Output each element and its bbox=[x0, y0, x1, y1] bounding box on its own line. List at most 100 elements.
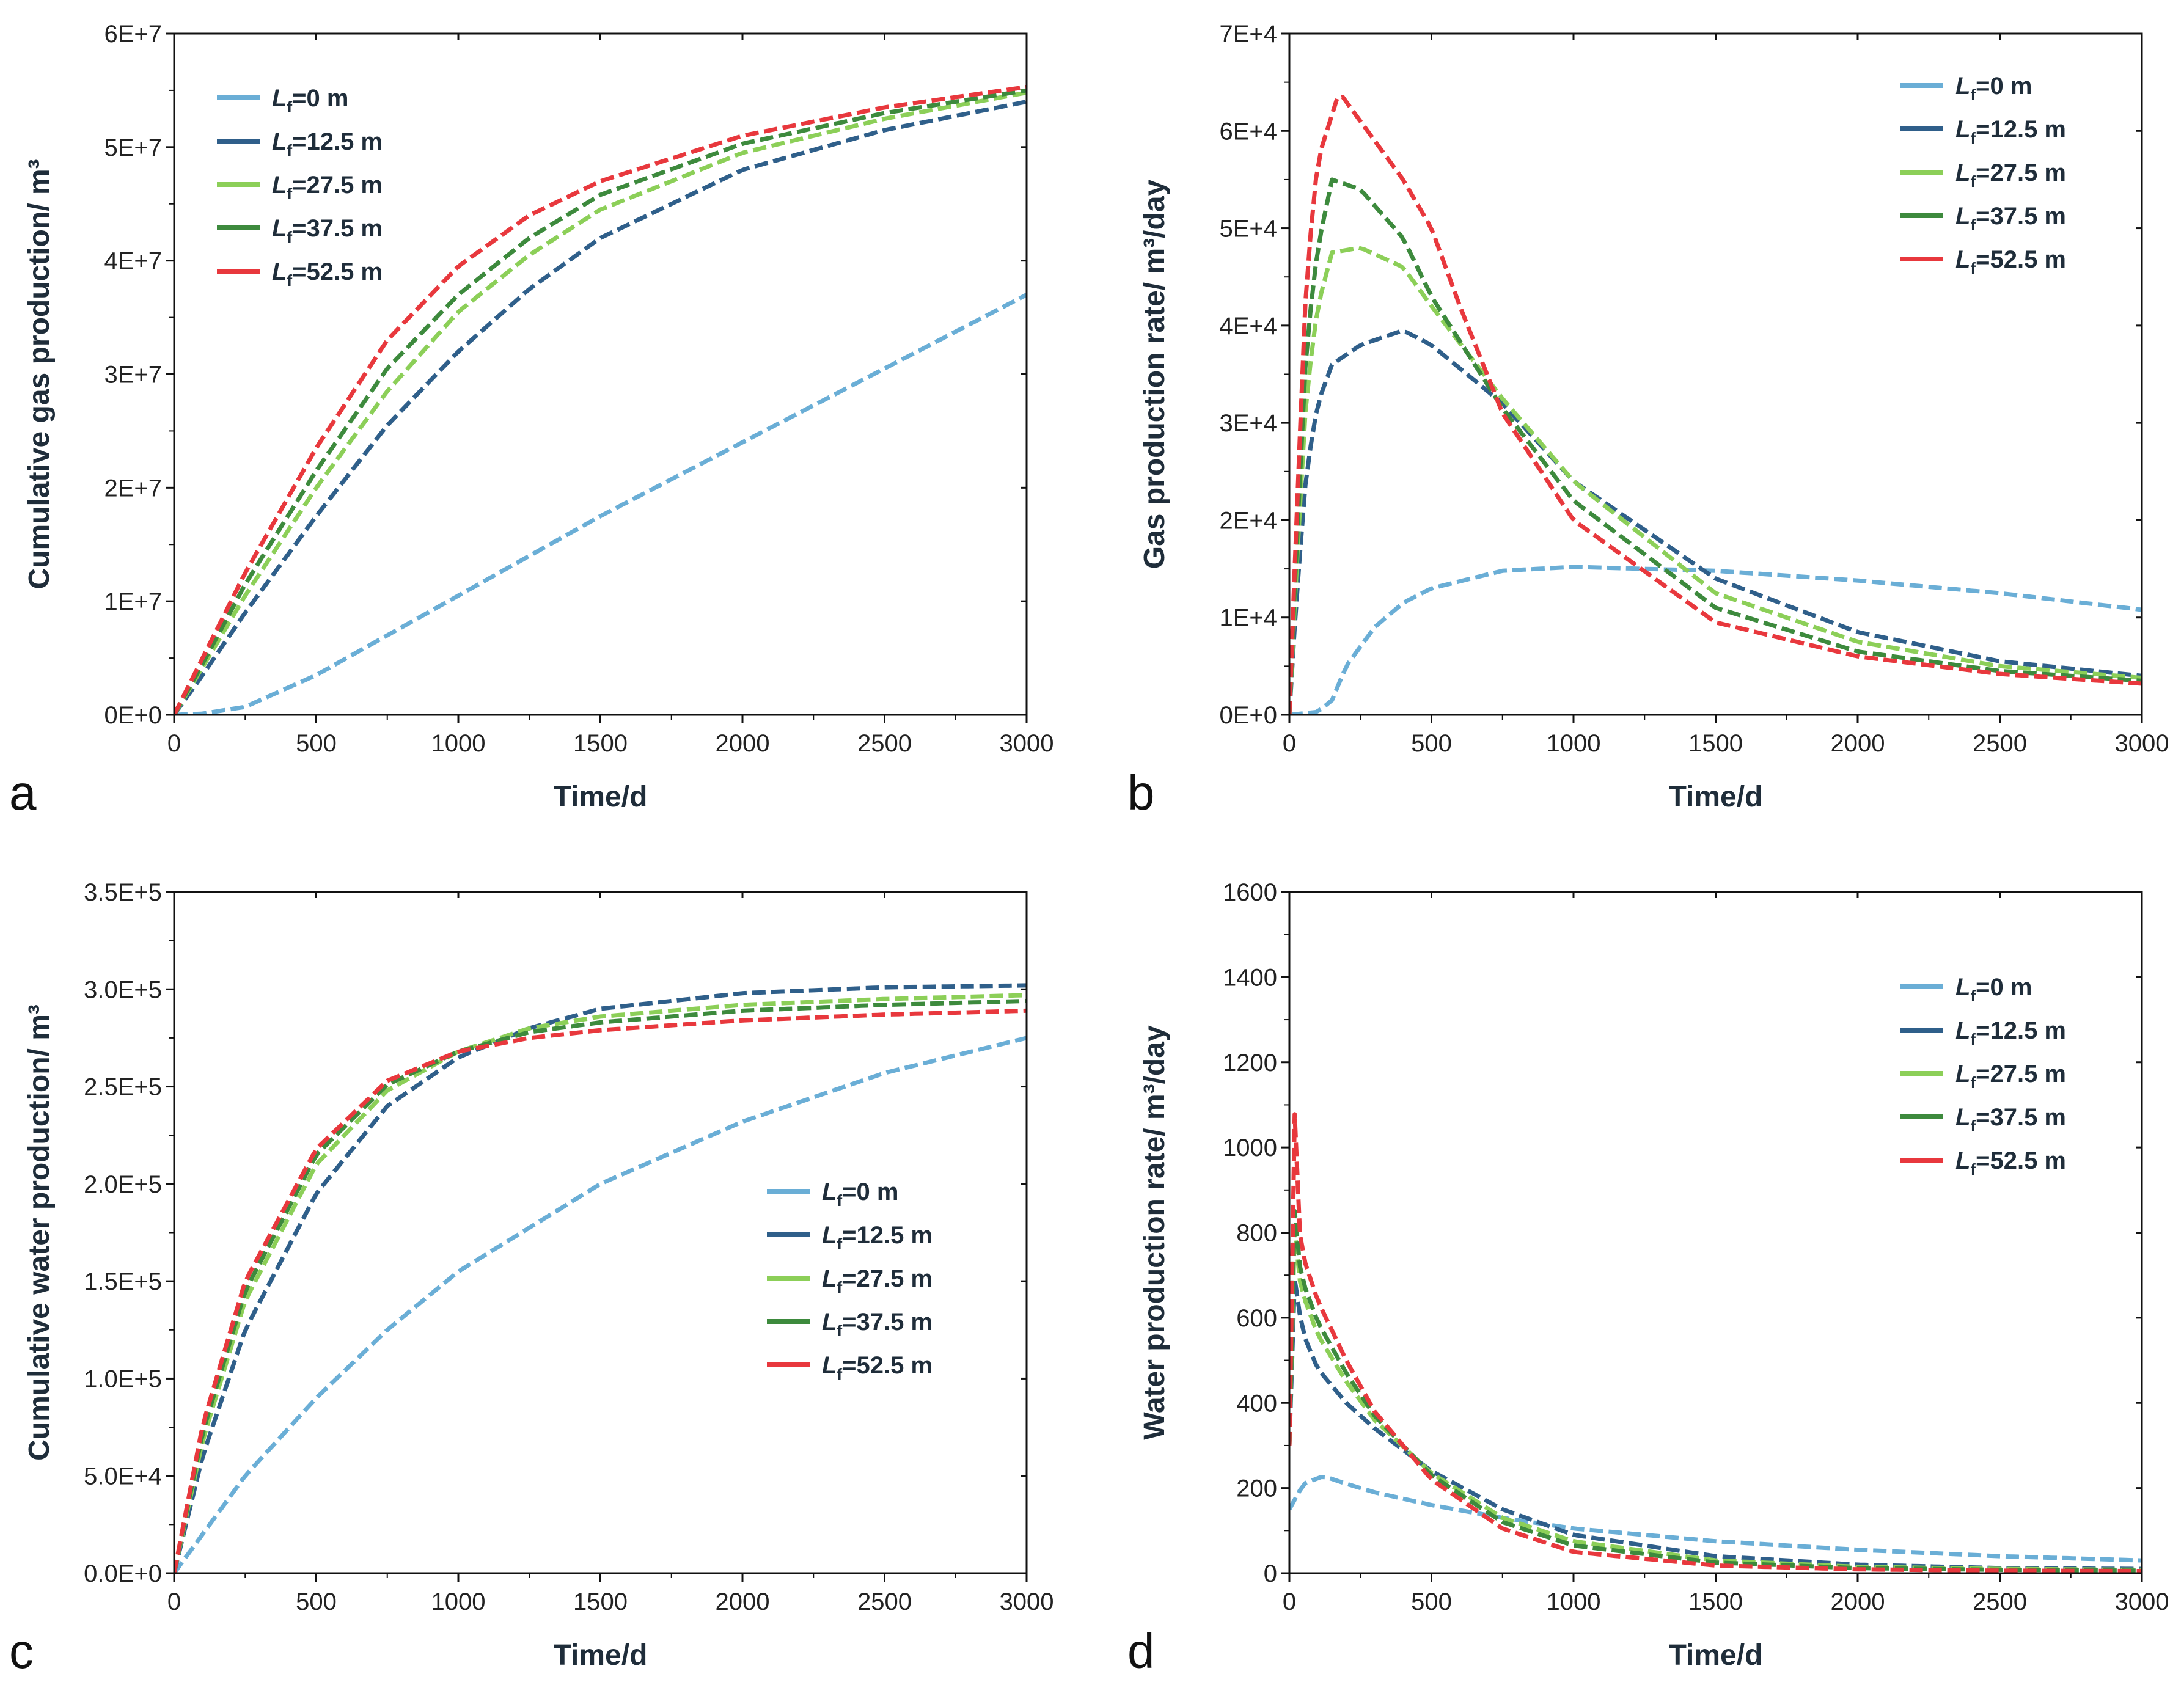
legend-item: Lf=52.5 m bbox=[767, 1352, 933, 1383]
y-tick-label: 3.0E+5 bbox=[84, 976, 162, 1003]
y-tick-label: 6E+4 bbox=[1219, 118, 1277, 145]
x-tick-label: 1500 bbox=[1688, 1588, 1743, 1615]
x-tick-label: 1000 bbox=[431, 730, 486, 757]
y-axis-title: Cumulative water production/ m³ bbox=[23, 1004, 56, 1461]
series-line-d-1 bbox=[1289, 1277, 2142, 1571]
y-tick-label: 2.0E+5 bbox=[84, 1171, 162, 1198]
x-tick-label: 500 bbox=[296, 1588, 337, 1615]
legend-label: Lf=37.5 m bbox=[1955, 203, 2066, 234]
x-axis-title: Time/d bbox=[1669, 1639, 1763, 1672]
y-tick-label: 1.5E+5 bbox=[84, 1268, 162, 1295]
series-group bbox=[174, 983, 1027, 1573]
series-line-c-0 bbox=[174, 1036, 1027, 1573]
legend-label: Lf=37.5 m bbox=[1955, 1104, 2066, 1135]
y-tick-label: 400 bbox=[1236, 1390, 1277, 1417]
legend-label: Lf=52.5 m bbox=[1955, 246, 2066, 277]
x-tick-label: 2500 bbox=[1973, 1588, 2027, 1615]
x-tick-label: 1000 bbox=[431, 1588, 486, 1615]
y-tick-label: 0.0E+0 bbox=[84, 1560, 162, 1587]
x-axis-title: Time/d bbox=[1669, 781, 1763, 813]
x-tick-label: 2500 bbox=[857, 730, 912, 757]
y-tick-label: 0E+0 bbox=[1219, 702, 1277, 729]
legend: Lf=0 m Lf=12.5 m Lf=27.5 m Lf=37.5 m Lf=52.5… bbox=[1900, 73, 2066, 277]
series-line-d-4 bbox=[1289, 1112, 2142, 1573]
legend: Lf=0 m Lf=12.5 m Lf=27.5 m Lf=37.5 m Lf=52.5… bbox=[767, 1179, 933, 1383]
legend-item: Lf=37.5 m bbox=[217, 215, 383, 246]
series-line-b-3 bbox=[1289, 177, 2142, 715]
y-tick-label: 1400 bbox=[1223, 964, 1277, 991]
y-tick-label: 1200 bbox=[1223, 1050, 1277, 1076]
legend-label: Lf=37.5 m bbox=[272, 215, 383, 246]
series-line-a-2 bbox=[174, 90, 1027, 715]
series-line-c-2 bbox=[174, 993, 1027, 1573]
x-tick-label: 500 bbox=[1411, 730, 1452, 757]
y-tick-label: 1.0E+5 bbox=[84, 1365, 162, 1392]
y-tick-label: 3E+4 bbox=[1219, 410, 1277, 437]
x-tick-label: 1000 bbox=[1547, 1588, 1601, 1615]
legend-label: Lf=12.5 m bbox=[1955, 116, 2066, 147]
y-tick-label: 3.5E+5 bbox=[84, 879, 162, 906]
x-tick-label: 2500 bbox=[1973, 730, 2027, 757]
panel-letter: b bbox=[1127, 766, 1155, 820]
chart-panel-a: 0 500 1000 1500 2000 2500 3000 0E+0 1E+7 2E+7 3E+7… bbox=[9, 21, 1054, 820]
legend: Lf=0 m Lf=12.5 m Lf=27.5 m Lf=37.5 m Lf=52.5… bbox=[1900, 974, 2066, 1179]
series-line-a-1 bbox=[174, 100, 1027, 715]
y-tick-label: 5E+7 bbox=[104, 134, 162, 161]
x-tick-label: 2000 bbox=[716, 730, 770, 757]
x-tick-label: 0 bbox=[167, 730, 181, 757]
y-tick-label: 4E+7 bbox=[104, 248, 162, 275]
x-tick-label: 1500 bbox=[573, 730, 628, 757]
series-group bbox=[1289, 1112, 2142, 1573]
legend-label: Lf=52.5 m bbox=[822, 1352, 933, 1383]
y-tick-label: 600 bbox=[1236, 1305, 1277, 1332]
x-tick-label: 500 bbox=[1411, 1588, 1452, 1615]
x-tick-label: 0 bbox=[1283, 730, 1296, 757]
series-line-c-1 bbox=[174, 983, 1027, 1573]
series-group bbox=[1289, 95, 2142, 715]
y-tick-label: 200 bbox=[1236, 1475, 1277, 1502]
y-tick-label: 800 bbox=[1236, 1220, 1277, 1247]
chart-panel-d: 0 500 1000 1500 2000 2500 3000 0 200 400 600 800 100… bbox=[1127, 879, 2169, 1678]
x-tick-label: 1000 bbox=[1547, 730, 1601, 757]
panel-letter: a bbox=[9, 766, 37, 820]
series-line-a-3 bbox=[174, 88, 1027, 715]
legend-label: Lf=27.5 m bbox=[1955, 159, 2066, 191]
x-tick-label: 2000 bbox=[716, 1588, 770, 1615]
legend-label: Lf=0 m bbox=[822, 1179, 898, 1210]
y-tick-label: 3E+7 bbox=[104, 362, 162, 389]
legend-item: Lf=12.5 m bbox=[767, 1222, 933, 1253]
legend-label: Lf=27.5 m bbox=[272, 172, 383, 203]
legend-item: Lf=12.5 m bbox=[217, 128, 383, 159]
y-tick-label: 2E+7 bbox=[104, 475, 162, 502]
x-tick-label: 2500 bbox=[857, 1588, 912, 1615]
chart-panel-c: 0 500 1000 1500 2000 2500 3000 0.0E+0 5.0E+4 1.0E… bbox=[9, 879, 1054, 1678]
y-tick-label: 6E+7 bbox=[104, 21, 162, 48]
legend-item: Lf=37.5 m bbox=[1900, 203, 2066, 234]
legend-item: Lf=27.5 m bbox=[767, 1265, 933, 1296]
y-tick-label: 1600 bbox=[1223, 879, 1277, 906]
series-line-c-4 bbox=[174, 1008, 1027, 1573]
x-tick-label: 500 bbox=[296, 730, 337, 757]
legend-item: Lf=37.5 m bbox=[1900, 1104, 2066, 1135]
y-tick-label: 1E+4 bbox=[1219, 605, 1277, 632]
y-tick-label: 2E+4 bbox=[1219, 507, 1277, 534]
y-tick-label: 5.0E+4 bbox=[84, 1463, 162, 1490]
legend-item: Lf=0 m bbox=[1900, 73, 2032, 104]
series-line-a-4 bbox=[174, 84, 1027, 715]
panel-letter: d bbox=[1127, 1624, 1155, 1678]
x-tick-label: 0 bbox=[1283, 1588, 1296, 1615]
legend-item: Lf=27.5 m bbox=[1900, 1061, 2066, 1092]
y-tick-label: 4E+4 bbox=[1219, 313, 1277, 340]
legend-label: Lf=27.5 m bbox=[1955, 1061, 2066, 1092]
legend-item: Lf=52.5 m bbox=[217, 258, 383, 290]
legend-label: Lf=52.5 m bbox=[1955, 1147, 2066, 1179]
legend-label: Lf=0 m bbox=[272, 85, 348, 116]
series-line-c-3 bbox=[174, 998, 1027, 1573]
legend-item: Lf=0 m bbox=[217, 85, 348, 116]
series-line-b-2 bbox=[1289, 246, 2142, 715]
y-axis-title: Water production rate/ m³/day bbox=[1138, 1025, 1171, 1440]
panel-letter: c bbox=[9, 1624, 34, 1678]
legend-item: Lf=37.5 m bbox=[767, 1309, 933, 1340]
legend-label: Lf=0 m bbox=[1955, 73, 2032, 104]
